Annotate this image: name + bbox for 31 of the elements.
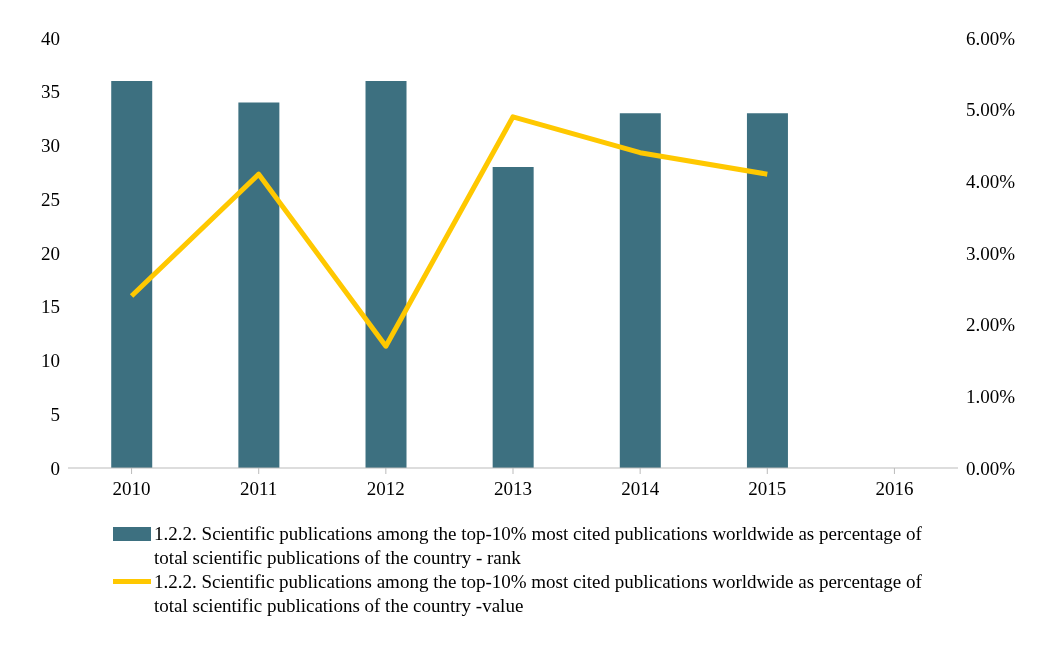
bar	[619, 113, 661, 468]
y2-tick-label: 0.00%	[966, 457, 1016, 479]
x-tick-label: 2011	[240, 478, 278, 500]
y-tick-label: 15	[41, 296, 60, 318]
x-tick-label: 2015	[748, 478, 787, 500]
y-tick-label: 10	[41, 350, 60, 372]
y-tick-label: 40	[41, 27, 60, 49]
legend-label: 1.2.2. Scientific publications among the top-10% most cited publications worldwide as percentage of total scientific publications of the country -value	[154, 570, 923, 618]
bar	[365, 81, 407, 468]
y2-tick-label: 4.00%	[966, 171, 1016, 193]
y2-tick-label: 3.00%	[966, 242, 1016, 264]
bar	[492, 167, 534, 468]
legend-label: 1.2.2. Scientific publications among the top-10% most cited publications worldwide as percentage of total scientific publications of the country - rank	[154, 522, 923, 570]
y-tick-label: 30	[41, 135, 60, 157]
y-tick-label: 25	[41, 188, 60, 210]
y2-tick-label: 5.00%	[966, 99, 1016, 121]
y-tick-label: 0	[50, 457, 60, 479]
x-tick-label: 2014	[621, 478, 660, 500]
bar	[238, 102, 280, 468]
y-tick-label: 35	[41, 81, 60, 103]
y-tick-label: 5	[50, 403, 60, 425]
bar	[746, 113, 788, 468]
y2-tick-label: 1.00%	[966, 386, 1016, 408]
bar	[111, 81, 153, 468]
y2-tick-label: 6.00%	[966, 27, 1016, 49]
x-tick-label: 2012	[366, 478, 405, 500]
y2-tick-label: 2.00%	[966, 314, 1016, 336]
x-tick-label: 2016	[875, 478, 914, 500]
x-tick-label: 2013	[494, 478, 532, 500]
x-tick-label: 2010	[112, 478, 151, 500]
y-tick-label: 20	[41, 242, 60, 264]
